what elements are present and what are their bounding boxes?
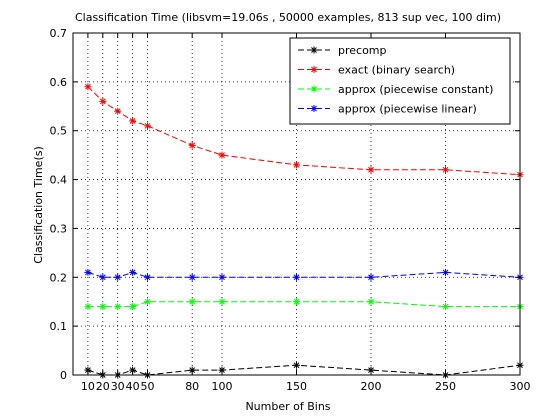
data-point — [442, 166, 449, 174]
data-point — [442, 303, 449, 311]
series-2 — [84, 298, 524, 311]
x-tick-label: 20 — [96, 380, 110, 393]
y-axis-label: Classification Time(s) — [32, 146, 45, 264]
data-point — [114, 107, 122, 115]
legend-marker — [310, 105, 318, 112]
legend-label: approx (piecewise constant) — [338, 83, 493, 96]
legend: precomp exact (binary search) approx (piec… — [289, 37, 511, 125]
data-point — [144, 273, 151, 281]
x-tick-label: 300 — [510, 380, 531, 393]
x-tick-label: 50 — [141, 380, 155, 393]
data-point — [188, 141, 196, 149]
data-point — [218, 298, 226, 306]
data-point — [129, 117, 137, 125]
data-point — [114, 303, 122, 311]
data-point — [293, 361, 300, 369]
data-point — [188, 298, 196, 306]
x-tick-label: 10 — [81, 380, 95, 393]
series-line — [87, 364, 521, 376]
y-tick-label: 0.3 — [50, 222, 68, 235]
chart-title: Classification Time (libsvm=19.06s , 500… — [75, 11, 501, 24]
data-point — [129, 303, 137, 311]
y-tick-label: 0.1 — [50, 320, 68, 333]
legend-item: approx (piecewise constant) — [298, 83, 493, 96]
data-point — [144, 298, 151, 306]
y-tick-label: 0.4 — [50, 174, 68, 187]
legend-item: approx (piecewise linear) — [298, 103, 477, 116]
legend-marker — [310, 85, 318, 93]
data-point — [84, 268, 92, 276]
data-point — [99, 97, 107, 105]
series-line — [87, 301, 520, 308]
x-tick-label: 100 — [212, 380, 233, 393]
data-point — [99, 273, 107, 281]
data-point — [367, 273, 375, 281]
data-point — [218, 273, 226, 281]
legend-label: precomp — [338, 44, 387, 57]
legend-label: approx (piecewise linear) — [338, 103, 477, 116]
legend-label: exact (binary search) — [338, 64, 455, 77]
data-point — [293, 273, 300, 281]
data-point — [114, 273, 122, 281]
x-axis-label: Number of Bins — [245, 400, 330, 413]
data-point — [293, 161, 300, 169]
series-1 — [84, 83, 524, 179]
data-point — [218, 151, 226, 159]
tick-layer: 10 20 30 40 50 80 100 150 200 250 300 0 0.1 0.2 0.3 0.4… — [50, 27, 531, 393]
data-point — [188, 273, 196, 281]
legend-marker — [310, 66, 318, 73]
x-tick-label: 250 — [435, 380, 456, 393]
y-tick-label: 0.6 — [50, 76, 68, 89]
legend-box — [289, 37, 511, 125]
y-tick-label: 0.7 — [50, 27, 68, 40]
data-point — [367, 166, 375, 174]
data-point — [442, 268, 449, 276]
y-tick-label: 0.5 — [50, 125, 68, 138]
y-tick-label: 0.2 — [50, 271, 68, 284]
data-point — [84, 83, 92, 91]
data-point — [84, 303, 92, 311]
data-point — [293, 298, 300, 306]
data-point — [367, 298, 375, 306]
data-point — [99, 303, 107, 311]
y-tick-label: 0 — [60, 369, 67, 382]
x-tick-label: 40 — [126, 380, 140, 393]
data-point — [144, 122, 151, 130]
x-tick-label: 30 — [111, 380, 125, 393]
data-point — [129, 268, 137, 276]
x-tick-label: 80 — [185, 380, 199, 393]
legend-marker — [310, 46, 318, 54]
legend-item: precomp — [298, 44, 387, 57]
legend-item: exact (binary search) — [298, 64, 455, 77]
x-tick-label: 200 — [361, 380, 382, 393]
series-line — [87, 271, 521, 278]
x-tick-label: 150 — [286, 380, 307, 393]
